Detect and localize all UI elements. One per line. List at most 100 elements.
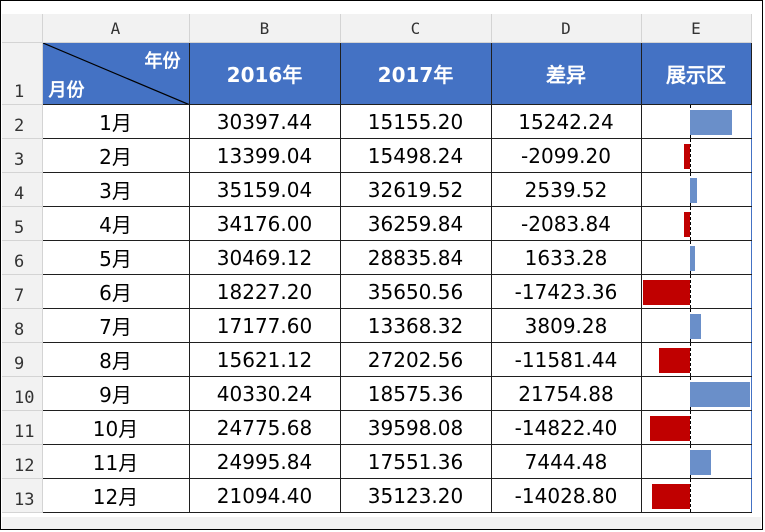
row-header-13[interactable]: 13	[2, 478, 43, 513]
row-header-7[interactable]: 7	[2, 274, 43, 309]
header-2017[interactable]: 2017年	[339, 42, 492, 105]
table-row: 10 9月 40330.24 18575.36 21754.88	[2, 376, 752, 411]
value-2016-cell[interactable]: 30469.12	[188, 240, 341, 275]
value-2016-cell[interactable]: 13399.04	[188, 138, 341, 173]
table-row: 12 11月 24995.84 17551.36 7444.48	[2, 444, 752, 479]
row-header-9[interactable]: 9	[2, 342, 43, 377]
header-diff[interactable]: 差异	[490, 42, 642, 105]
month-cell[interactable]: 8月	[41, 342, 190, 377]
value-2017-cell[interactable]: 32619.52	[339, 172, 492, 207]
row-header-1[interactable]: 1	[2, 42, 43, 105]
negative-databar	[658, 348, 690, 373]
databar-cell[interactable]	[640, 478, 752, 513]
negative-databar	[651, 484, 690, 509]
value-2016-cell[interactable]: 24775.68	[188, 410, 341, 445]
databar-cell[interactable]	[640, 342, 752, 377]
column-header-e[interactable]: E	[641, 14, 752, 43]
negative-databar	[683, 212, 690, 237]
value-2017-cell[interactable]: 36259.84	[339, 206, 492, 241]
databar-cell[interactable]	[640, 308, 752, 343]
databar-axis	[689, 207, 691, 240]
value-2016-cell[interactable]: 18227.20	[188, 274, 341, 309]
header-2016[interactable]: 2016年	[188, 42, 341, 105]
month-cell[interactable]: 1月	[41, 104, 190, 139]
row-header-10[interactable]: 10	[2, 376, 43, 411]
value-2016-cell[interactable]: 34176.00	[188, 206, 341, 241]
diff-cell[interactable]: -11581.44	[490, 342, 642, 377]
diff-cell[interactable]: -2083.84	[490, 206, 642, 241]
row-header-11[interactable]: 11	[2, 410, 43, 445]
databar-axis	[689, 411, 691, 444]
databar-cell[interactable]	[640, 444, 752, 479]
table-row: 2 1月 30397.44 15155.20 15242.24	[2, 104, 752, 139]
month-cell[interactable]: 5月	[41, 240, 190, 275]
row-header-3[interactable]: 3	[2, 138, 43, 173]
value-2016-cell[interactable]: 40330.24	[188, 376, 341, 411]
column-header-b[interactable]: B	[189, 14, 341, 43]
value-2017-cell[interactable]: 15498.24	[339, 138, 492, 173]
databar-cell[interactable]	[640, 376, 752, 411]
row-header-2[interactable]: 2	[2, 104, 43, 139]
databar-axis	[689, 275, 691, 308]
databar-cell[interactable]	[640, 206, 752, 241]
month-cell[interactable]: 2月	[41, 138, 190, 173]
value-2017-cell[interactable]: 15155.20	[339, 104, 492, 139]
diff-cell[interactable]: 21754.88	[490, 376, 642, 411]
diff-cell[interactable]: 2539.52	[490, 172, 642, 207]
diff-cell[interactable]: -14822.40	[490, 410, 642, 445]
value-2016-cell[interactable]: 24995.84	[188, 444, 341, 479]
value-2017-cell[interactable]: 35123.20	[339, 478, 492, 513]
databar-cell[interactable]	[640, 274, 752, 309]
databar-cell[interactable]	[640, 410, 752, 445]
column-header-a[interactable]: A	[42, 14, 190, 43]
value-2016-cell[interactable]: 17177.60	[188, 308, 341, 343]
value-2016-cell[interactable]: 15621.12	[188, 342, 341, 377]
row-header-12[interactable]: 12	[2, 444, 43, 479]
row-header-8[interactable]: 8	[2, 308, 43, 343]
diff-cell[interactable]: -17423.36	[490, 274, 642, 309]
value-2017-cell[interactable]: 27202.56	[339, 342, 492, 377]
value-2016-cell[interactable]: 21094.40	[188, 478, 341, 513]
diff-cell[interactable]: 7444.48	[490, 444, 642, 479]
databar-cell[interactable]	[640, 104, 752, 139]
month-cell[interactable]: 7月	[41, 308, 190, 343]
month-cell[interactable]: 6月	[41, 274, 190, 309]
diff-cell[interactable]: 15242.24	[490, 104, 642, 139]
value-2017-cell[interactable]: 17551.36	[339, 444, 492, 479]
databar-cell[interactable]	[640, 240, 752, 275]
column-header-d[interactable]: D	[491, 14, 642, 43]
value-2017-cell[interactable]: 35650.56	[339, 274, 492, 309]
value-2017-cell[interactable]: 39598.08	[339, 410, 492, 445]
month-cell[interactable]: 10月	[41, 410, 190, 445]
databar-cell[interactable]	[640, 138, 752, 173]
row-header-6[interactable]: 6	[2, 240, 43, 275]
corner-header-cell[interactable]: 年份 月份	[41, 42, 190, 105]
diff-cell[interactable]: -14028.80	[490, 478, 642, 513]
value-2017-cell[interactable]: 28835.84	[339, 240, 492, 275]
negative-databar	[649, 416, 690, 441]
month-cell[interactable]: 4月	[41, 206, 190, 241]
diff-cell[interactable]: 3809.28	[490, 308, 642, 343]
value-2016-cell[interactable]: 30397.44	[188, 104, 341, 139]
negative-databar	[683, 144, 690, 169]
databar-cell[interactable]	[640, 172, 752, 207]
positive-databar	[689, 178, 697, 203]
row-header-5[interactable]: 5	[2, 206, 43, 241]
month-cell[interactable]: 3月	[41, 172, 190, 207]
row-header-4[interactable]: 4	[2, 172, 43, 207]
table-row: 9 8月 15621.12 27202.56 -11581.44	[2, 342, 752, 377]
value-2017-cell[interactable]: 18575.36	[339, 376, 492, 411]
month-cell[interactable]: 11月	[41, 444, 190, 479]
header-display[interactable]: 展示区	[640, 42, 752, 105]
value-2016-cell[interactable]: 35159.04	[188, 172, 341, 207]
diagonal-line	[43, 43, 188, 104]
corner-year-label: 年份	[144, 51, 181, 72]
month-cell[interactable]: 12月	[41, 478, 190, 513]
diff-cell[interactable]: 1633.28	[490, 240, 642, 275]
diff-cell[interactable]: -2099.20	[490, 138, 642, 173]
value-2017-cell[interactable]: 13368.32	[339, 308, 492, 343]
select-all-corner[interactable]	[2, 14, 43, 43]
column-header-c[interactable]: C	[340, 14, 492, 43]
month-cell[interactable]: 9月	[41, 376, 190, 411]
